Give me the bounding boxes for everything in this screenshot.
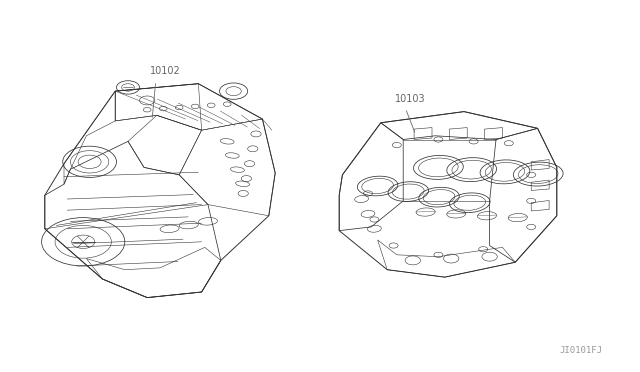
Text: JI0101FJ: JI0101FJ: [560, 346, 603, 355]
Text: 10102: 10102: [150, 66, 181, 76]
Text: 10103: 10103: [395, 94, 426, 104]
